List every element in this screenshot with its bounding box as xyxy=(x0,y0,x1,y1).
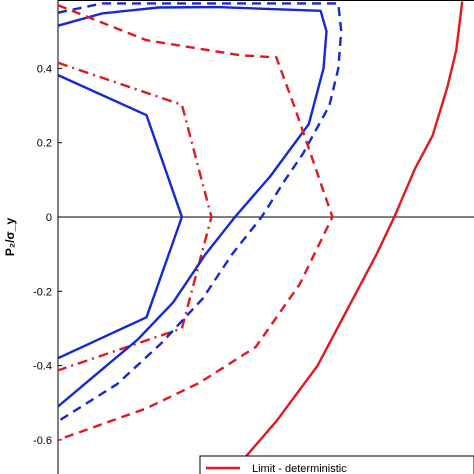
series-line-3 xyxy=(57,5,328,408)
legend-box xyxy=(199,455,474,474)
legend-entry-label: Limit - deterministic xyxy=(252,463,347,474)
legend: Limit - deterministic xyxy=(199,455,474,474)
series-group xyxy=(57,1,464,474)
y-tick-label: 0 xyxy=(46,212,52,224)
series-line-6 xyxy=(219,1,464,474)
y-tick-label: 0.4 xyxy=(37,63,52,75)
y-tick-label: 0.2 xyxy=(37,138,52,150)
series-line-1 xyxy=(57,74,184,360)
y-ticks: 0.4 0.2 0 -0.2 -0.4 -0.6 xyxy=(33,63,62,447)
y-tick-label: -0.4 xyxy=(33,361,52,373)
series-line-4 xyxy=(57,2,343,423)
y-tick-label: -0.2 xyxy=(33,286,52,298)
series-line-5 xyxy=(57,4,334,442)
y-tick-label: -0.6 xyxy=(33,435,52,447)
series-line-2 xyxy=(57,61,213,372)
y-axis-label: P₂/σ_y xyxy=(3,218,17,257)
axes xyxy=(57,0,474,474)
